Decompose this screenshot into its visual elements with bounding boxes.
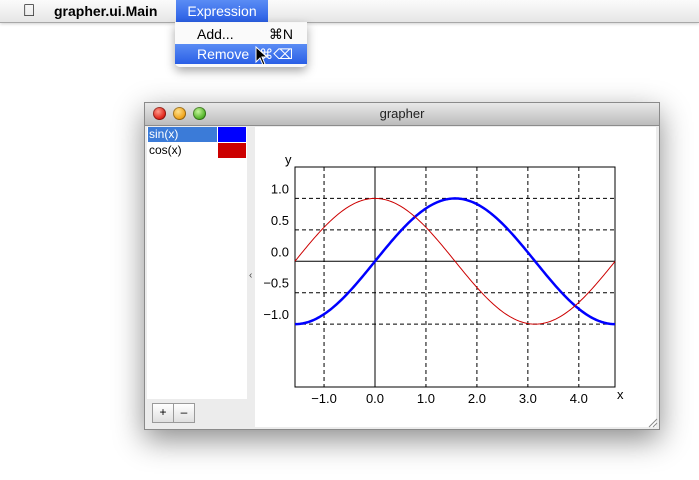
x-axis-label: x (617, 387, 624, 402)
x-tick-label: 1.0 (417, 391, 435, 406)
expression-dropdown: Add... ⌘N Remove ⌘⌫ (175, 22, 307, 67)
function-label: cos(x) (149, 143, 182, 157)
y-tick-label: 1.0 (271, 181, 289, 196)
resize-grip-icon[interactable] (646, 416, 658, 428)
function-chart: −1.0 0.0 1.0 2.0 3.0 4.0 1.0 0.5 0.0 −0.5 −1.0 x y (263, 152, 624, 406)
x-tick-label: 3.0 (519, 391, 537, 406)
grapher-window: grapher sin(x) cos(x) + – ‹ −1.0 0.0 1.0 2.… (144, 102, 660, 430)
menu-item-label: Add... (197, 26, 234, 42)
y-tick-label: −1.0 (263, 307, 289, 322)
series-line-cos (294, 197, 616, 325)
close-icon[interactable] (153, 107, 166, 120)
x-tick-label: −1.0 (311, 391, 337, 406)
color-swatch[interactable] (218, 127, 246, 142)
menu-expression[interactable]: Expression (176, 0, 268, 22)
x-tick-label: 0.0 (366, 391, 384, 406)
x-tick-label: 4.0 (570, 391, 588, 406)
minimize-icon[interactable] (173, 107, 186, 120)
zoom-icon[interactable] (193, 107, 206, 120)
x-tick-label: 2.0 (468, 391, 486, 406)
plot-frame (294, 166, 616, 388)
mouse-pointer-icon (255, 46, 269, 66)
title-bar[interactable]: grapher (145, 103, 659, 126)
function-label: sin(x) (148, 127, 217, 142)
menu-bar:  grapher.ui.Main Expression (0, 0, 699, 23)
y-tick-label: 0.5 (271, 213, 289, 228)
menu-item-label: Remove (197, 46, 250, 62)
divider-handle: ‹ (249, 270, 253, 281)
color-swatch[interactable] (218, 143, 246, 158)
function-list: sin(x) cos(x) (147, 127, 247, 399)
menu-item-remove[interactable]: Remove ⌘⌫ (175, 44, 307, 64)
plot-area: −1.0 0.0 1.0 2.0 3.0 4.0 1.0 0.5 0.0 −0.5 −1.0 x y (255, 127, 656, 427)
remove-function-button[interactable]: – (173, 403, 195, 423)
series-line-sin (294, 197, 616, 326)
app-menu[interactable]: grapher.ui.Main (54, 3, 158, 19)
shortcut-label: ⌘N (268, 26, 293, 42)
shortcut-label: ⌘⌫ (259, 46, 293, 62)
apple-logo-icon[interactable]:  (18, 1, 40, 21)
split-divider[interactable]: ‹ (247, 127, 255, 427)
window-title: grapher (379, 106, 425, 121)
y-axis-label: y (285, 152, 292, 167)
function-row-cos[interactable]: cos(x) (147, 143, 247, 158)
y-tick-label: −0.5 (263, 276, 289, 291)
add-function-button[interactable]: + (152, 403, 174, 423)
y-tick-label: 0.0 (271, 244, 289, 259)
function-row-sin[interactable]: sin(x) (147, 127, 247, 142)
list-footer: + – (147, 399, 255, 427)
menu-item-add[interactable]: Add... ⌘N (175, 24, 307, 44)
